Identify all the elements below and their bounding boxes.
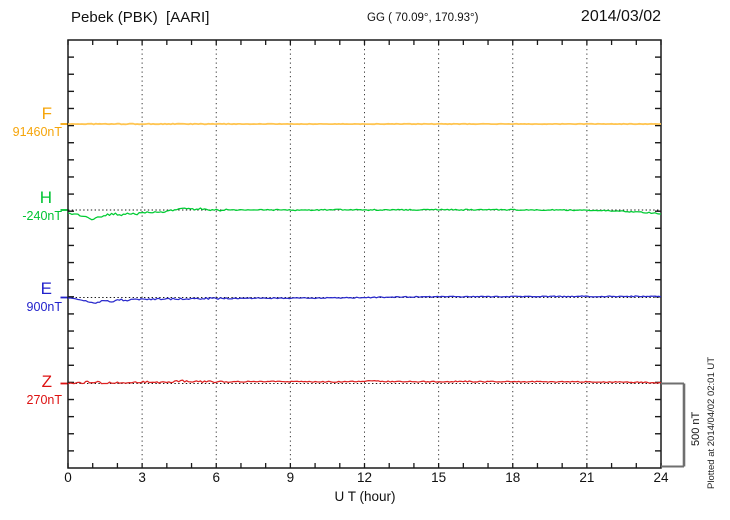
scalebar-label: 500 nT: [690, 411, 702, 446]
x-tick-label-9: 9: [286, 470, 295, 485]
x-tick-label-15: 15: [431, 470, 447, 485]
x-tick-label-12: 12: [356, 470, 373, 485]
x-tick-label-0: 0: [64, 470, 72, 485]
trace-label-H: H -240nT: [22, 189, 62, 223]
trace-letter-H: H: [39, 188, 52, 207]
x-axis-title: U T (hour): [334, 489, 396, 504]
x-tick-label-21: 21: [579, 470, 595, 485]
trace-label-Z: Z 270nT: [27, 373, 62, 407]
x-tick-label-18: 18: [505, 470, 521, 485]
trace-baseline-value-H: -240nT: [22, 209, 62, 223]
station-title: Pebek (PBK) [AARI]: [71, 9, 210, 26]
trace-letter-E: E: [40, 279, 52, 298]
trace-baseline-value-Z: 270nT: [26, 393, 62, 407]
trace-baseline-value-E: 900nT: [26, 300, 62, 314]
trace-baseline-value-F: 91460nT: [12, 125, 62, 139]
trace-label-E: E 900nT: [27, 280, 62, 314]
observation-date: 2014/03/02: [580, 8, 661, 25]
x-tick-label-3: 3: [138, 470, 146, 485]
x-tick-label-6: 6: [212, 470, 220, 485]
plotted-at-note: Plotted at 2014/04/02 02:01 UT: [706, 356, 717, 489]
trace-letter-Z: Z: [41, 372, 52, 391]
trace-label-F: F 91460nT: [13, 105, 62, 139]
gg-coordinates: GG ( 70.09°, 170.93°): [367, 12, 479, 24]
trace-letter-F: F: [41, 104, 52, 123]
x-tick-label-24: 24: [653, 470, 669, 485]
